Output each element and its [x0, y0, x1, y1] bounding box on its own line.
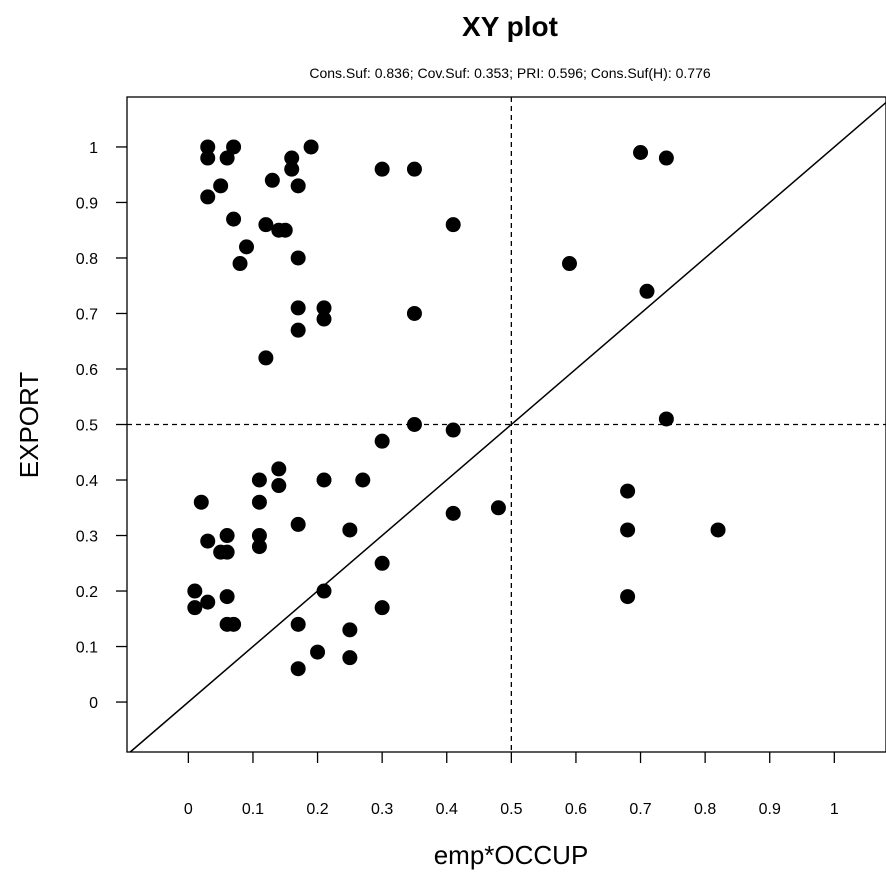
data-point: [271, 478, 287, 494]
data-point: [342, 522, 358, 538]
data-point: [316, 311, 332, 327]
data-point: [342, 650, 358, 666]
data-point: [561, 256, 577, 272]
data-point: [316, 300, 332, 316]
data-point: [445, 217, 461, 233]
data-point: [264, 172, 280, 188]
data-point: [200, 150, 216, 166]
x-tick-label: 1: [830, 801, 839, 818]
y-axis: 0 0.1 0.2 0.3 0.4 0.5 0.6 0.7 0.8 0.9 1: [76, 140, 127, 712]
data-point: [374, 433, 390, 449]
data-point: [316, 583, 332, 599]
data-point: [374, 600, 390, 616]
data-point: [633, 145, 649, 161]
x-axis: 0 0.1 0.2 0.3 0.4 0.5 0.6 0.7 0.8 0.9 1: [184, 752, 839, 818]
data-point: [251, 539, 267, 555]
data-point: [342, 622, 358, 638]
data-point: [193, 494, 209, 510]
y-tick-label: 0: [89, 695, 98, 712]
x-tick-label: 0.5: [500, 801, 522, 818]
data-point: [620, 483, 636, 499]
x-tick-label: 0.9: [759, 801, 781, 818]
data-point: [406, 417, 422, 432]
y-tick-label: 0.1: [76, 640, 98, 657]
x-tick-label: 0.2: [306, 801, 328, 818]
x-tick-label: 0.1: [242, 801, 264, 818]
data-point: [290, 661, 306, 677]
data-point: [290, 178, 306, 194]
data-point: [639, 283, 655, 299]
y-tick-label: 0.8: [76, 251, 98, 268]
data-point: [251, 494, 267, 510]
data-point: [226, 211, 242, 227]
chart-subtitle: Cons.Suf: 0.836; Cov.Suf: 0.353; PRI: 0.…: [309, 65, 711, 81]
data-point: [251, 472, 267, 488]
data-point: [226, 616, 242, 632]
data-point: [187, 583, 203, 599]
data-point: [620, 522, 636, 538]
y-tick-label: 0.9: [76, 195, 98, 212]
data-point: [290, 322, 306, 338]
data-point: [290, 250, 306, 266]
x-tick-label: 0: [184, 801, 193, 818]
data-point: [200, 533, 216, 549]
data-point: [258, 217, 274, 233]
diagonal-reference-line: [129, 101, 886, 753]
data-point: [490, 500, 506, 516]
data-point: [290, 516, 306, 532]
y-tick-label: 0.6: [76, 362, 98, 379]
data-point: [316, 472, 332, 488]
data-point: [258, 350, 274, 366]
y-tick-label: 1: [89, 140, 98, 157]
x-tick-label: 0.8: [694, 801, 716, 818]
data-point: [251, 528, 267, 544]
data-point: [219, 150, 235, 166]
data-point: [406, 305, 422, 321]
data-point: [290, 300, 306, 316]
reference-lines: [127, 97, 886, 753]
data-point: [284, 150, 300, 166]
data-point: [187, 600, 203, 616]
data-point: [620, 589, 636, 605]
data-point: [290, 616, 306, 632]
data-point: [277, 222, 293, 238]
data-point: [710, 522, 726, 538]
data-point: [658, 150, 674, 166]
x-tick-label: 0.4: [436, 801, 458, 818]
y-tick-label: 0.7: [76, 306, 98, 323]
y-tick-label: 0.4: [76, 473, 98, 490]
data-points: [187, 139, 726, 677]
data-point: [374, 161, 390, 177]
data-point: [445, 422, 461, 438]
y-axis-title: EXPORT: [14, 372, 44, 479]
data-point: [239, 239, 255, 255]
x-tick-label: 0.7: [629, 801, 651, 818]
data-point: [200, 189, 216, 205]
chart-title: XY plot: [462, 11, 558, 42]
data-point: [226, 139, 242, 155]
x-tick-label: 0.3: [371, 801, 393, 818]
data-point: [213, 178, 229, 194]
y-tick-label: 0.3: [76, 529, 98, 546]
data-point: [271, 461, 287, 477]
data-point: [284, 161, 300, 177]
x-axis-title: emp*OCCUP: [434, 840, 589, 870]
data-point: [355, 472, 371, 488]
data-point: [200, 139, 216, 155]
data-point: [658, 411, 674, 427]
data-point: [374, 555, 390, 571]
y-tick-label: 0.5: [76, 418, 98, 435]
data-point: [200, 594, 216, 610]
data-point: [232, 256, 248, 272]
y-tick-label: 0.2: [76, 584, 98, 601]
x-tick-label: 0.6: [565, 801, 587, 818]
data-point: [310, 644, 326, 660]
data-point: [219, 589, 235, 605]
data-point: [219, 544, 235, 560]
data-point: [303, 139, 319, 155]
data-point: [406, 161, 422, 177]
data-point: [219, 528, 235, 544]
data-point: [445, 505, 461, 521]
